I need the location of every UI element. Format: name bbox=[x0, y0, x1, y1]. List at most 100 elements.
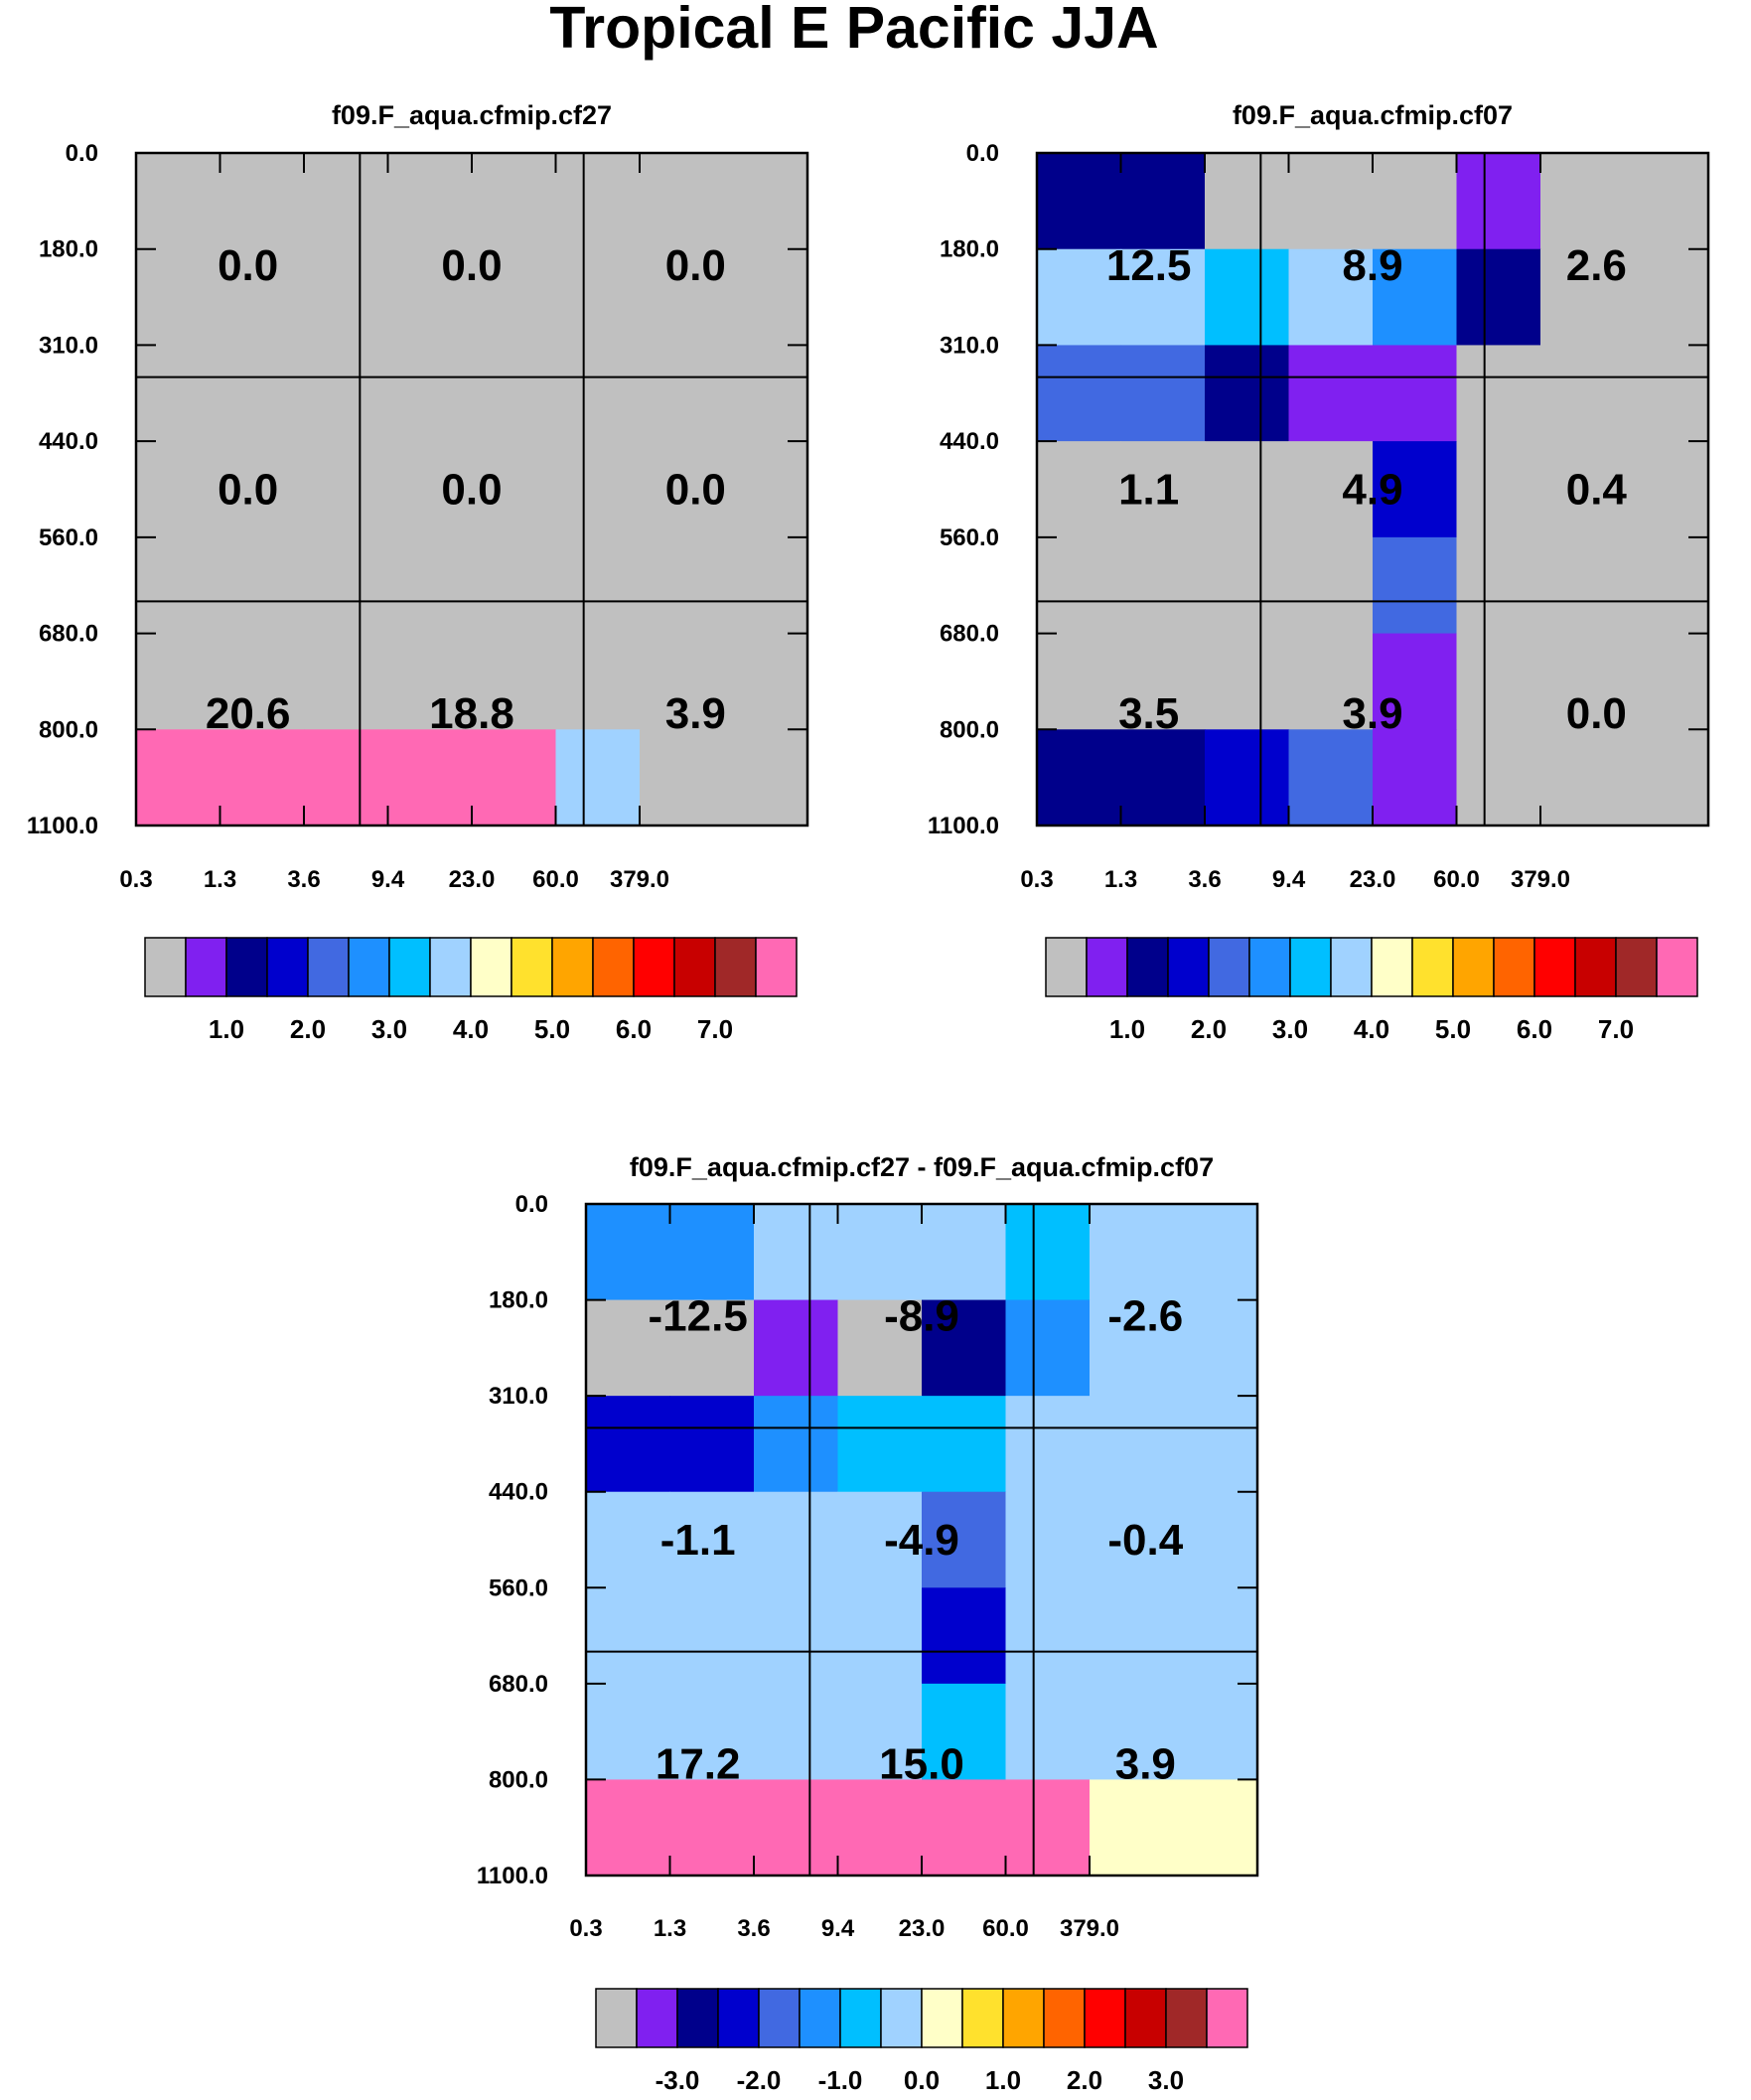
heatmap-cell bbox=[922, 1683, 1007, 1781]
cell-value: 15.0 bbox=[879, 1739, 964, 1788]
panels: f09.F_aqua.cfmip.cf27 0.0 180.0 310.0 440.0 5… bbox=[27, 100, 1710, 2095]
heatmap-cell bbox=[1540, 536, 1626, 635]
x-tick-label: 379.0 bbox=[610, 866, 669, 893]
colorbar-swatch bbox=[348, 937, 390, 997]
cell-value: 3.9 bbox=[665, 689, 726, 738]
cell-value: -1.1 bbox=[660, 1516, 736, 1565]
heatmap-cell bbox=[1173, 1683, 1258, 1781]
heatmap-cell bbox=[387, 345, 473, 442]
y-tick-label: 800.0 bbox=[489, 1766, 548, 1793]
y-tick-label: 1100.0 bbox=[928, 813, 999, 839]
colorbar-label: 1.0 bbox=[985, 2065, 1021, 2095]
heatmap-cell bbox=[1173, 1396, 1258, 1493]
heatmap-cell bbox=[669, 1683, 755, 1781]
heatmap-cell bbox=[387, 153, 473, 250]
heatmap-cell bbox=[1173, 1779, 1258, 1876]
heatmap-cell bbox=[640, 153, 725, 250]
heatmap-cell bbox=[1120, 248, 1206, 347]
heatmap-cell bbox=[1456, 441, 1541, 538]
heatmap-cell bbox=[837, 1396, 923, 1493]
colorbar-swatch bbox=[307, 937, 350, 997]
y-tick-label: 680.0 bbox=[489, 1671, 548, 1698]
x-tick-label: 379.0 bbox=[1511, 866, 1570, 893]
x-tick-label: 1.3 bbox=[1104, 866, 1137, 893]
heatmap-cell bbox=[669, 1587, 755, 1685]
heatmap-cell bbox=[1037, 729, 1122, 826]
cell-value: 0.0 bbox=[665, 241, 726, 290]
colorbar-swatch bbox=[961, 1988, 1004, 2048]
heatmap-cell bbox=[1373, 345, 1458, 442]
heatmap-cell bbox=[1120, 441, 1206, 538]
heatmap-cell bbox=[1037, 441, 1122, 538]
heatmap-cell bbox=[837, 1683, 923, 1781]
cell-value: 3.9 bbox=[1342, 689, 1402, 738]
y-tick-label: 680.0 bbox=[940, 621, 999, 648]
y-tick-label: 310.0 bbox=[39, 332, 98, 359]
colorbar-swatch bbox=[1045, 937, 1088, 997]
heatmap-cell bbox=[837, 1587, 923, 1685]
heatmap-cell bbox=[1205, 536, 1290, 635]
colorbar-swatch bbox=[1126, 937, 1169, 997]
colorbar-swatch bbox=[1330, 937, 1373, 997]
heatmap-cell bbox=[669, 1396, 755, 1493]
colorbar-swatch bbox=[921, 1988, 963, 2048]
heatmap-cell bbox=[1288, 441, 1374, 538]
colorbar: -3.0 -2.0 -1.0 0.0 1.0 2.0 3.0 bbox=[595, 1988, 1248, 2095]
heatmap-cell bbox=[136, 441, 221, 538]
colorbar: 1.0 2.0 3.0 4.0 5.0 6.0 7.0 bbox=[144, 937, 798, 1044]
heatmap-cell bbox=[669, 1204, 755, 1301]
heatmap-cell bbox=[723, 536, 808, 635]
heatmap-cell bbox=[1120, 729, 1206, 826]
heatmap-cell bbox=[1456, 729, 1541, 826]
heatmap-cell bbox=[1205, 441, 1290, 538]
colorbar-swatch bbox=[1574, 937, 1617, 997]
heatmap-cell bbox=[555, 536, 641, 635]
colorbar-swatch bbox=[1371, 937, 1413, 997]
heatmap-cell bbox=[1373, 248, 1458, 347]
colorbar-label: 4.0 bbox=[1354, 1014, 1389, 1044]
cell-value: 0.0 bbox=[218, 466, 278, 515]
colorbar-swatch bbox=[1533, 937, 1576, 997]
heatmap-cell bbox=[1205, 153, 1290, 250]
y-tick-label: 560.0 bbox=[489, 1575, 548, 1601]
heatmap-cell bbox=[723, 153, 808, 250]
cell-value: -4.9 bbox=[884, 1516, 959, 1565]
heatmap-cell bbox=[136, 248, 221, 347]
colorbar-swatch bbox=[388, 937, 431, 997]
colorbar-swatch bbox=[1411, 937, 1454, 997]
heatmap-cell bbox=[640, 633, 725, 730]
colorbar-swatch bbox=[755, 937, 798, 997]
y-tick-label: 440.0 bbox=[940, 428, 999, 455]
heatmap-cell bbox=[304, 153, 389, 250]
y-tick-label: 1100.0 bbox=[27, 813, 98, 839]
heatmap-cell bbox=[1090, 1683, 1175, 1781]
heatmap-cell bbox=[1090, 1396, 1175, 1493]
colorbar-label: 6.0 bbox=[1517, 1014, 1552, 1044]
cell-value: 4.9 bbox=[1342, 466, 1402, 515]
heatmap-cell bbox=[136, 345, 221, 442]
heatmap-cell bbox=[640, 345, 725, 442]
colorbar-label: 3.0 bbox=[1148, 2065, 1184, 2095]
heatmap-cell bbox=[1037, 153, 1122, 250]
x-tick-label: 379.0 bbox=[1060, 1915, 1119, 1942]
colorbar-label: 3.0 bbox=[1272, 1014, 1308, 1044]
colorbar-swatch bbox=[1656, 937, 1698, 997]
heatmap-cell bbox=[1205, 345, 1290, 442]
y-tick-label: 800.0 bbox=[39, 716, 98, 743]
heatmap-cell bbox=[304, 345, 389, 442]
heatmap-cell bbox=[304, 536, 389, 635]
heatmap-cell bbox=[1037, 345, 1122, 442]
heatmap-cell bbox=[1090, 1779, 1175, 1876]
heatmap-cell bbox=[1288, 248, 1374, 347]
colorbar-label: 7.0 bbox=[1598, 1014, 1634, 1044]
x-tick-label: 9.4 bbox=[821, 1915, 855, 1942]
x-tick-label: 3.6 bbox=[287, 866, 320, 893]
panel-title: f09.F_aqua.cfmip.cf27 - f09.F_aqua.cfmip… bbox=[630, 1152, 1214, 1182]
heatmap-cell bbox=[586, 1204, 671, 1301]
colorbar-swatch bbox=[470, 937, 512, 997]
heatmap-cell bbox=[1173, 1491, 1258, 1588]
heatmap-cell bbox=[387, 248, 473, 347]
heatmap-cell bbox=[1288, 153, 1374, 250]
colorbar-label: 1.0 bbox=[209, 1014, 244, 1044]
heatmap-cell bbox=[837, 1204, 923, 1301]
